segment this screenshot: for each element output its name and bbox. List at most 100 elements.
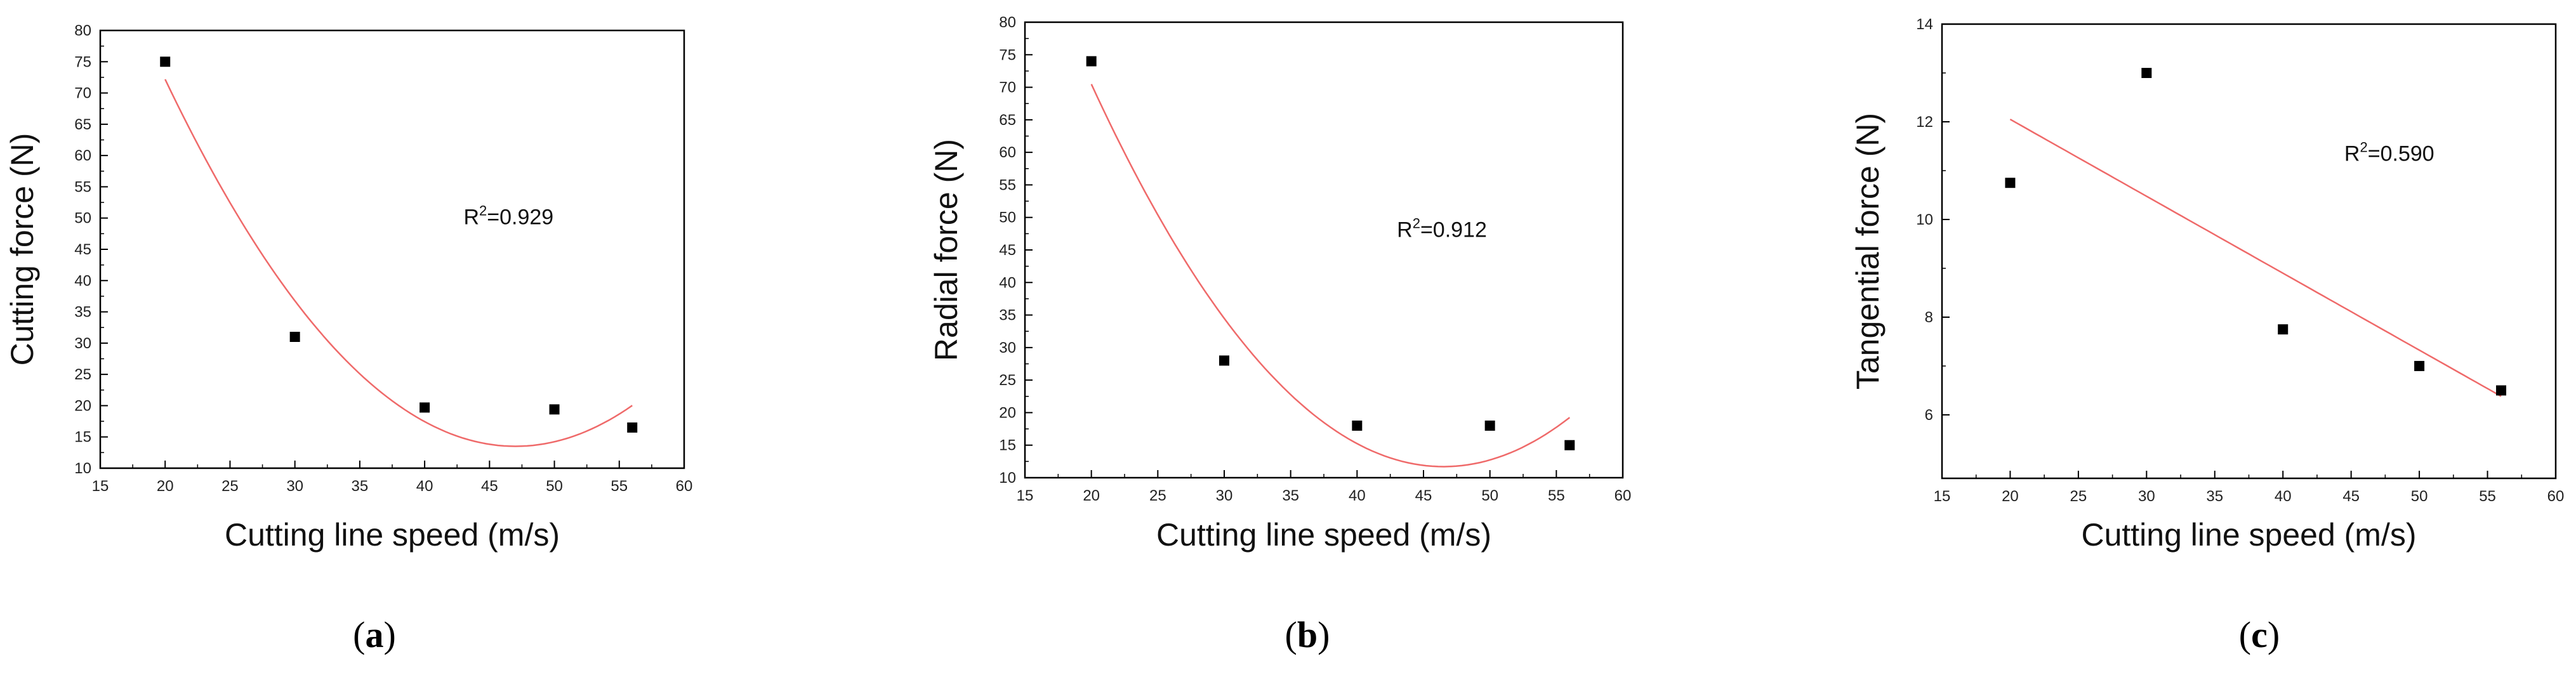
data-point xyxy=(289,332,300,342)
y-tick-label: 55 xyxy=(999,176,1016,193)
plot-frame xyxy=(99,29,685,469)
r-squared-superscript: 2 xyxy=(479,203,487,219)
x-tick-label: 25 xyxy=(2070,488,2087,505)
x-tick-label: 50 xyxy=(1481,487,1498,504)
x-tick-label: 30 xyxy=(1216,487,1233,504)
y-tick-label: 25 xyxy=(999,372,1016,389)
x-tick-label: 60 xyxy=(676,478,693,495)
y-axis-label: Tangential force (N) xyxy=(1850,113,1886,390)
y-tick-label: 15 xyxy=(74,429,91,446)
y-tick-label: 10 xyxy=(74,460,91,477)
data-point xyxy=(2278,324,2289,335)
y-tick-label: 45 xyxy=(999,242,1016,259)
x-tick-label: 45 xyxy=(1415,487,1432,504)
y-tick-label: 20 xyxy=(999,404,1016,421)
r-squared-value: =0.912 xyxy=(1420,218,1487,242)
x-tick-label: 55 xyxy=(2479,488,2496,505)
plot-frame xyxy=(1941,23,2557,480)
y-tick-label: 45 xyxy=(74,241,91,258)
y-tick-label: 80 xyxy=(999,14,1016,31)
y-tick-label: 55 xyxy=(74,178,91,195)
panel-caption: (b) xyxy=(1285,614,1330,655)
caption-letter: a xyxy=(366,614,384,655)
caption-paren-close: ) xyxy=(2268,614,2280,655)
caption-paren-close: ) xyxy=(384,614,396,655)
caption-paren-open: ( xyxy=(353,614,365,655)
y-tick-label: 10 xyxy=(1916,211,1933,228)
data-point xyxy=(160,56,171,67)
chart-panel-a: 15 20 25 30 35 40 45 50 55 6010152025303540455055… xyxy=(4,22,692,655)
fit-curve xyxy=(1090,84,1571,468)
x-tick-label: 45 xyxy=(481,478,498,495)
data-point xyxy=(627,422,638,433)
y-tick-label: 75 xyxy=(999,46,1016,63)
data-point xyxy=(1219,355,1229,366)
y-tick-label: 60 xyxy=(999,144,1016,161)
y-tick-label: 25 xyxy=(74,366,91,383)
y-tick-label: 70 xyxy=(999,79,1016,96)
data-point xyxy=(2414,360,2425,371)
y-tick-label: 35 xyxy=(999,307,1016,324)
y-tick-label: 50 xyxy=(74,210,91,227)
y-axis-label: Cutting force (N) xyxy=(4,133,40,366)
y-tick-label: 40 xyxy=(999,274,1016,291)
x-axis-label: Cutting line speed (m/s) xyxy=(225,517,560,553)
y-tick-label: 35 xyxy=(74,304,91,321)
caption-paren-open: ( xyxy=(1285,614,1297,655)
data-point xyxy=(1564,440,1575,450)
y-tick-label: 80 xyxy=(74,22,91,39)
y-tick-label: 8 xyxy=(1925,309,1933,326)
r-squared-symbol: R xyxy=(1397,218,1413,242)
y-tick-label: 14 xyxy=(1916,16,1933,33)
r-squared-superscript: 2 xyxy=(2360,140,2367,155)
y-tick-label: 60 xyxy=(74,147,91,164)
plot-frame xyxy=(1024,21,1624,479)
x-tick-label: 35 xyxy=(352,478,369,495)
r-squared-value: =0.929 xyxy=(487,206,553,230)
y-tick-label: 6 xyxy=(1925,407,1933,424)
caption-paren-close: ) xyxy=(1318,614,1330,655)
x-tick-label: 15 xyxy=(1017,487,1034,504)
x-tick-label: 20 xyxy=(157,478,174,495)
y-tick-label: 30 xyxy=(999,339,1016,357)
x-tick-label: 60 xyxy=(1615,487,1632,504)
r-squared-symbol: R xyxy=(2344,142,2360,166)
caption-letter: c xyxy=(2251,614,2268,655)
x-tick-label: 35 xyxy=(1282,487,1299,504)
y-tick-label: 50 xyxy=(999,209,1016,226)
x-tick-label: 55 xyxy=(611,478,628,495)
x-tick-label: 45 xyxy=(2342,488,2360,505)
data-point xyxy=(1352,420,1363,431)
x-tick-label: 50 xyxy=(2411,488,2428,505)
y-tick-label: 12 xyxy=(1916,114,1933,131)
data-point xyxy=(2141,67,2152,78)
x-tick-label: 20 xyxy=(2002,488,2019,505)
x-tick-label: 30 xyxy=(2138,488,2155,505)
y-tick-label: 65 xyxy=(999,112,1016,129)
y-axis-label: Radial force (N) xyxy=(928,139,964,361)
x-tick-label: 25 xyxy=(1149,487,1166,504)
x-tick-label: 35 xyxy=(2206,488,2223,505)
r-squared-annotation: R2=0.929 xyxy=(463,203,553,230)
r-squared-annotation: R2=0.912 xyxy=(1397,215,1487,242)
y-tick-label: 20 xyxy=(74,397,91,414)
x-axis-label: Cutting line speed (m/s) xyxy=(1156,517,1491,553)
x-tick-label: 60 xyxy=(2547,488,2565,505)
y-tick-label: 75 xyxy=(74,53,91,70)
x-tick-label: 50 xyxy=(546,478,563,495)
x-tick-label: 15 xyxy=(1934,488,1951,505)
x-tick-label: 25 xyxy=(221,478,239,495)
panel-caption: (c) xyxy=(2239,614,2280,655)
caption-letter: b xyxy=(1297,614,1318,655)
y-tick-label: 15 xyxy=(999,437,1016,454)
y-tick-label: 65 xyxy=(74,116,91,133)
data-point xyxy=(1484,420,1495,431)
data-point xyxy=(2005,178,2016,188)
x-axis-label: Cutting line speed (m/s) xyxy=(2081,517,2416,553)
r-squared-superscript: 2 xyxy=(1413,215,1420,231)
data-point xyxy=(549,404,560,415)
fit-curve xyxy=(2009,119,2502,397)
panel-caption: (a) xyxy=(353,614,396,655)
data-point xyxy=(1086,56,1097,67)
y-tick-label: 10 xyxy=(999,469,1016,487)
